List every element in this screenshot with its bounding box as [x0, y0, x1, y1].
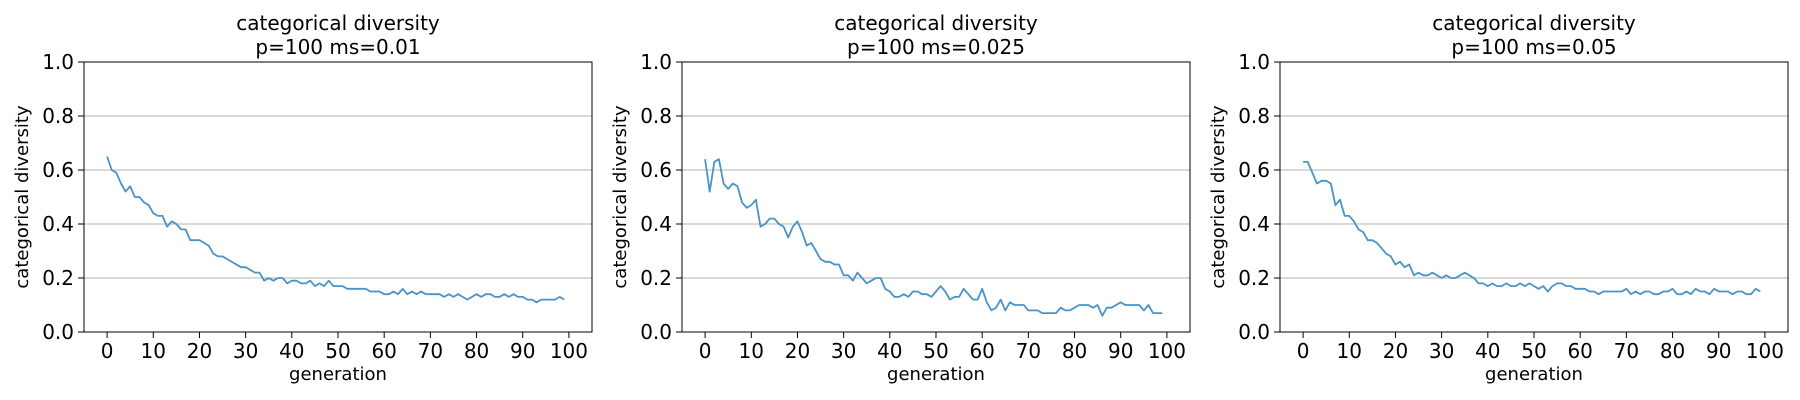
x-tick-label: 40	[279, 339, 304, 363]
y-tick-label: 0.2	[42, 266, 74, 290]
x-tick-label: 70	[1614, 339, 1639, 363]
chart-title: categorical diversity	[236, 11, 440, 35]
y-tick-label: 0.6	[1238, 158, 1270, 182]
x-tick-label: 80	[1660, 339, 1685, 363]
x-tick-label: 20	[1383, 339, 1408, 363]
y-tick-label: 0.4	[640, 212, 672, 236]
x-tick-label: 20	[187, 339, 212, 363]
y-tick-label: 0.6	[42, 158, 74, 182]
x-tick-label: 10	[1337, 339, 1362, 363]
y-tick-label: 0.0	[42, 320, 74, 344]
y-tick-label: 0.8	[42, 104, 74, 128]
series-line-1	[1303, 160, 1761, 296]
x-tick-label: 0	[101, 339, 114, 363]
y-tick-label: 0.0	[640, 320, 672, 344]
y-tick-label: 0.6	[640, 158, 672, 182]
x-tick-label: 30	[233, 339, 258, 363]
x-tick-label: 60	[1567, 339, 1592, 363]
y-tick-label: 0.2	[640, 266, 672, 290]
x-tick-label: 90	[510, 339, 535, 363]
y-tick-label: 0.0	[1238, 320, 1270, 344]
x-tick-label: 80	[464, 339, 489, 363]
chart-subtitle: p=100 ms=0.025	[847, 35, 1025, 59]
y-tick-label: 0.8	[640, 104, 672, 128]
y-tick-label: 1.0	[640, 50, 672, 74]
y-axis-label: categorical diversity	[12, 105, 33, 289]
chart-title: categorical diversity	[834, 11, 1038, 35]
chart-subtitle: p=100 ms=0.01	[255, 35, 420, 59]
y-axis-label: categorical diversity	[1208, 105, 1229, 289]
y-tick-label: 0.8	[1238, 104, 1270, 128]
x-tick-label: 100	[550, 339, 588, 363]
plot-frame	[83, 61, 593, 333]
x-tick-label: 30	[1429, 339, 1454, 363]
x-tick-label: 90	[1706, 339, 1731, 363]
x-tick-label: 30	[831, 339, 856, 363]
x-tick-label: 70	[1016, 339, 1041, 363]
x-tick-label: 0	[699, 339, 712, 363]
x-tick-label: 0	[1297, 339, 1310, 363]
y-tick-label: 0.4	[42, 212, 74, 236]
x-tick-label: 10	[141, 339, 166, 363]
chart-title: categorical diversity	[1432, 11, 1636, 35]
chart-subtitle: p=100 ms=0.05	[1451, 35, 1616, 59]
x-tick-label: 70	[418, 339, 443, 363]
x-tick-label: 10	[739, 339, 764, 363]
plot-frame	[681, 61, 1191, 333]
plot-frame	[1279, 61, 1789, 333]
y-tick-label: 1.0	[1238, 50, 1270, 74]
y-tick-label: 1.0	[42, 50, 74, 74]
x-tick-label: 60	[969, 339, 994, 363]
x-tick-label: 50	[1521, 339, 1546, 363]
x-axis-label: generation	[887, 364, 985, 385]
x-tick-label: 40	[1475, 339, 1500, 363]
x-tick-label: 100	[1148, 339, 1186, 363]
x-axis-label: generation	[289, 364, 387, 385]
x-tick-label: 50	[923, 339, 948, 363]
y-axis-label: categorical diversity	[610, 105, 631, 289]
series-line-1	[106, 156, 565, 304]
y-tick-label: 0.2	[1238, 266, 1270, 290]
x-tick-label: 100	[1746, 339, 1784, 363]
x-tick-label: 40	[877, 339, 902, 363]
x-tick-label: 50	[325, 339, 350, 363]
x-tick-label: 80	[1062, 339, 1087, 363]
x-tick-label: 90	[1108, 339, 1133, 363]
x-axis-label: generation	[1485, 364, 1583, 385]
y-tick-label: 0.4	[1238, 212, 1270, 236]
x-tick-label: 20	[785, 339, 810, 363]
series-line-1	[704, 158, 1163, 317]
x-tick-label: 60	[371, 339, 396, 363]
